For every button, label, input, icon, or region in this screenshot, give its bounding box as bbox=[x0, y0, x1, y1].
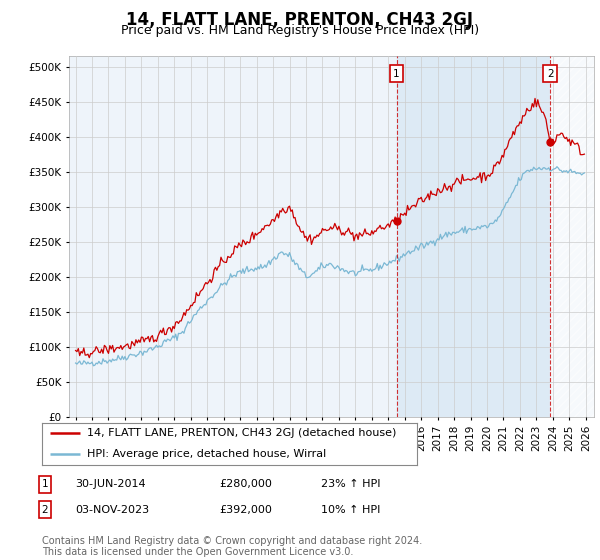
Text: 2: 2 bbox=[41, 505, 49, 515]
Bar bbox=[550, 56, 594, 417]
Text: 14, FLATT LANE, PRENTON, CH43 2GJ: 14, FLATT LANE, PRENTON, CH43 2GJ bbox=[127, 11, 473, 29]
Text: 1: 1 bbox=[41, 479, 49, 489]
Text: £280,000: £280,000 bbox=[219, 479, 272, 489]
Text: 23% ↑ HPI: 23% ↑ HPI bbox=[321, 479, 380, 489]
Text: 03-NOV-2023: 03-NOV-2023 bbox=[75, 505, 149, 515]
Text: £392,000: £392,000 bbox=[219, 505, 272, 515]
Text: Contains HM Land Registry data © Crown copyright and database right 2024.
This d: Contains HM Land Registry data © Crown c… bbox=[42, 535, 422, 557]
Text: 2: 2 bbox=[547, 68, 554, 78]
Bar bbox=[397, 56, 550, 417]
Text: 14, FLATT LANE, PRENTON, CH43 2GJ (detached house): 14, FLATT LANE, PRENTON, CH43 2GJ (detac… bbox=[87, 428, 397, 438]
Text: 10% ↑ HPI: 10% ↑ HPI bbox=[321, 505, 380, 515]
Text: 1: 1 bbox=[393, 68, 400, 78]
Text: HPI: Average price, detached house, Wirral: HPI: Average price, detached house, Wirr… bbox=[87, 449, 326, 459]
Text: 30-JUN-2014: 30-JUN-2014 bbox=[75, 479, 146, 489]
Text: Price paid vs. HM Land Registry's House Price Index (HPI): Price paid vs. HM Land Registry's House … bbox=[121, 24, 479, 36]
